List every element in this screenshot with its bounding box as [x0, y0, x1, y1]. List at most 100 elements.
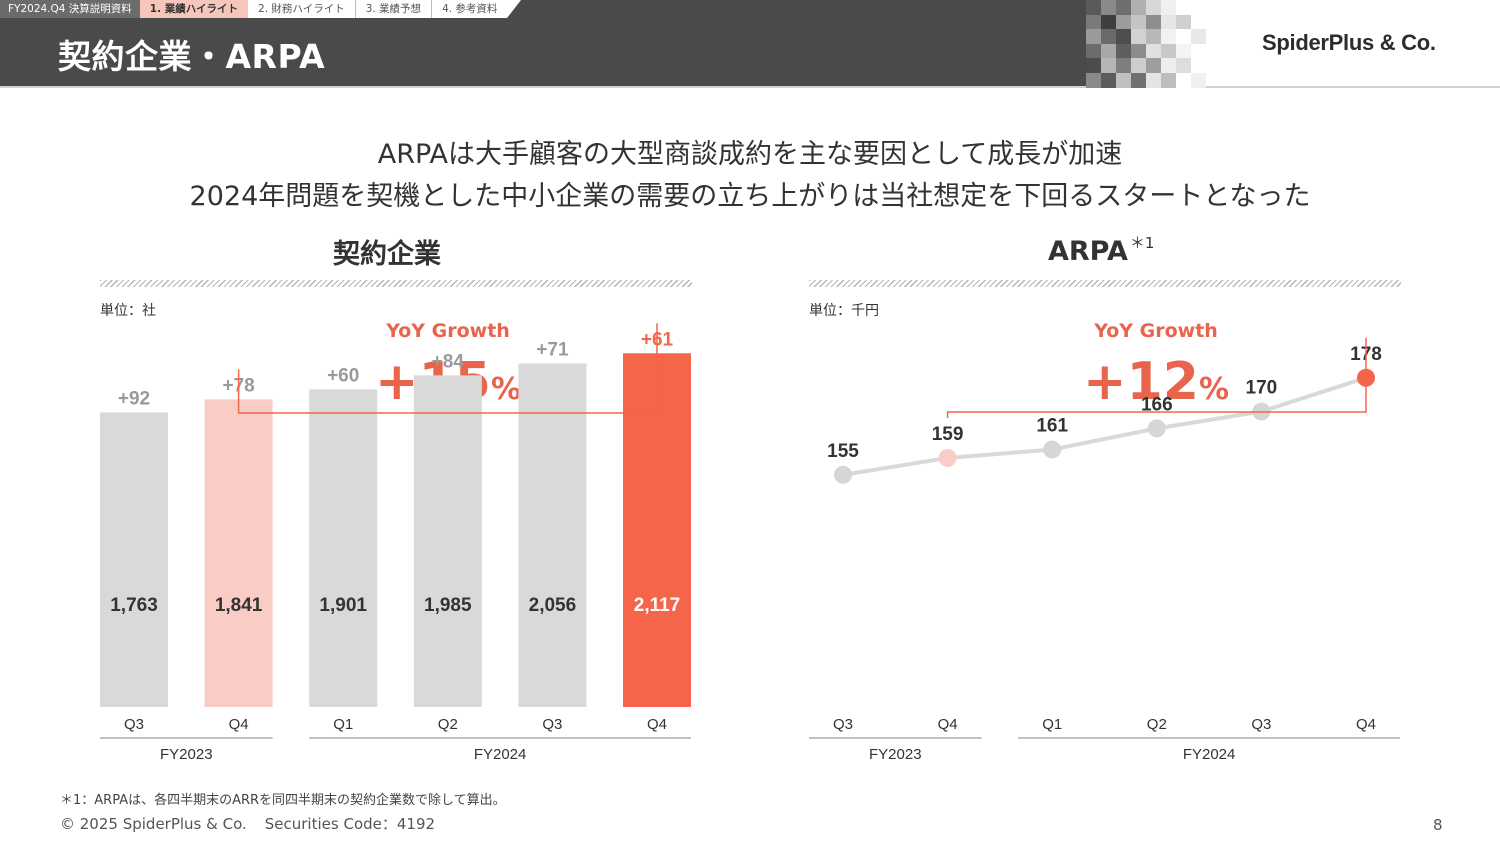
mosaic-tile — [1191, 0, 1206, 15]
arpa-title-divider — [809, 280, 1401, 287]
mosaic-tile — [1161, 58, 1176, 73]
decorative-mosaic — [1086, 0, 1206, 88]
nav-tail-shape — [507, 0, 522, 18]
arpa-x-tick: Q3 — [833, 716, 853, 733]
headline-line-1: ARPAは大手顧客の大型商談成約を主な要因として成長が加速 — [377, 139, 1123, 170]
mosaic-tile — [1191, 29, 1206, 44]
mosaic-tile — [1086, 14, 1101, 30]
customers-bar-increment: +60 — [327, 365, 359, 386]
arpa-point-value: 166 — [1141, 394, 1173, 415]
company-logo: SpiderPlus & Co. — [1262, 30, 1436, 55]
arpa-chart-title: ARPA ＊1 — [1048, 234, 1154, 267]
mosaic-tile — [1146, 58, 1161, 73]
customers-bar-value: 1,901 — [319, 595, 367, 616]
arpa-point — [834, 465, 852, 484]
mosaic-tile — [1116, 29, 1131, 44]
mosaic-tile — [1131, 58, 1146, 73]
tab-reference[interactable]: 4. 参考資料 — [432, 0, 508, 18]
footnote: ＊1：ARPAは、各四半期末のARRを同四半期末の契約企業数で除して算出。 — [60, 793, 506, 808]
mosaic-tile — [1086, 29, 1101, 44]
customers-x-tick: Q3 — [124, 716, 144, 733]
slide-header: FY2024.Q4 決算説明資料 1. 業績ハイライト 2. 財務ハイライト 3… — [0, 0, 1500, 88]
mosaic-tile — [1101, 43, 1116, 59]
mosaic-tile — [1086, 73, 1101, 88]
customers-x-tick: Q3 — [542, 716, 562, 733]
mosaic-tile — [1116, 0, 1131, 15]
arpa-point — [1147, 419, 1166, 438]
mosaic-tile — [1176, 29, 1191, 44]
customers-yoy-label: YoY Growth — [386, 320, 510, 342]
mosaic-tile — [1146, 29, 1161, 44]
customers-bar-value: 1,841 — [215, 595, 263, 616]
mosaic-tile — [1191, 43, 1206, 59]
tab-forecast[interactable]: 3. 業績予想 — [355, 0, 433, 18]
arpa-x-tick: Q2 — [1147, 716, 1167, 733]
arpa-group-label: FY2023 — [869, 746, 922, 763]
arpa-x-tick: Q1 — [1042, 716, 1062, 733]
mosaic-tile — [1161, 43, 1176, 59]
mosaic-tile — [1086, 43, 1101, 59]
arpa-yoy-percent: % — [1198, 372, 1229, 407]
mosaic-tile — [1101, 58, 1116, 73]
arpa-yoy-value: +12% — [1046, 356, 1266, 416]
mosaic-tile — [1116, 73, 1131, 88]
mosaic-tile — [1116, 43, 1131, 59]
customers-group-label: FY2024 — [474, 746, 527, 763]
mosaic-tile — [1176, 58, 1191, 73]
arpa-group-label: FY2024 — [1183, 746, 1236, 763]
securities-code: Securities Code：4192 — [264, 815, 436, 833]
arpa-x-tick: Q3 — [1251, 716, 1271, 733]
mosaic-tile — [1101, 29, 1116, 44]
customers-bar-value: 1,985 — [424, 595, 472, 616]
arpa-point-value: 161 — [1036, 416, 1068, 437]
customers-bar — [518, 363, 587, 707]
mosaic-tile — [1176, 43, 1191, 59]
arpa-series-line — [842, 375, 1367, 477]
mosaic-tile — [1131, 43, 1146, 59]
arpa-title-note: ＊1 — [1129, 234, 1155, 252]
arpa-title-text: ARPA — [1048, 236, 1128, 267]
mosaic-tile — [1131, 29, 1146, 44]
page-title: 契約企業・ARPA — [58, 37, 326, 76]
customers-unit-label: 単位：社 — [100, 303, 156, 319]
mosaic-tile — [1191, 73, 1206, 88]
mosaic-tile — [1146, 14, 1161, 30]
arpa-yoy-number: +12 — [1083, 352, 1199, 412]
customers-yoy-bracket — [237, 323, 658, 414]
arpa-yoy-label: YoY Growth — [1094, 320, 1218, 342]
mosaic-tile — [1191, 14, 1206, 30]
arpa-point — [938, 448, 957, 467]
customers-yoy-percent: % — [490, 372, 521, 407]
mosaic-tile — [1131, 73, 1146, 88]
tab-business-highlight[interactable]: 1. 業績ハイライト — [139, 0, 249, 18]
customers-bar-value: 2,056 — [529, 595, 577, 616]
mosaic-tile — [1176, 73, 1191, 88]
mosaic-tile — [1161, 14, 1176, 30]
customers-x-tick: Q2 — [438, 716, 458, 733]
mosaic-tile — [1161, 29, 1176, 44]
arpa-x-tick: Q4 — [938, 716, 958, 733]
mosaic-tile — [1101, 0, 1116, 15]
mosaic-tile — [1086, 0, 1101, 15]
mosaic-tile — [1176, 0, 1191, 15]
customers-x-tick: Q4 — [229, 716, 249, 733]
arpa-x-tick: Q4 — [1356, 716, 1376, 733]
customers-x-tick: Q4 — [647, 716, 667, 733]
tab-financial-highlight[interactable]: 2. 財務ハイライト — [248, 0, 356, 18]
mosaic-tile — [1176, 14, 1191, 30]
mosaic-tile — [1116, 14, 1131, 30]
mosaic-tile — [1161, 73, 1176, 88]
doc-label: FY2024.Q4 決算説明資料 — [0, 0, 140, 18]
arpa-point-value: 155 — [827, 441, 859, 462]
customers-bar-increment: +84 — [432, 351, 465, 372]
section-nav: FY2024.Q4 決算説明資料 1. 業績ハイライト 2. 財務ハイライト 3… — [0, 0, 522, 18]
mosaic-tile — [1101, 14, 1116, 30]
arpa-point-value: 170 — [1246, 378, 1278, 399]
header-rule — [0, 86, 1500, 88]
mosaic-tile — [1101, 73, 1116, 88]
arpa-unit-label: 単位：千円 — [809, 303, 879, 319]
mosaic-tile — [1116, 58, 1131, 73]
mosaic-tile — [1086, 58, 1101, 73]
mosaic-tile — [1191, 58, 1206, 73]
